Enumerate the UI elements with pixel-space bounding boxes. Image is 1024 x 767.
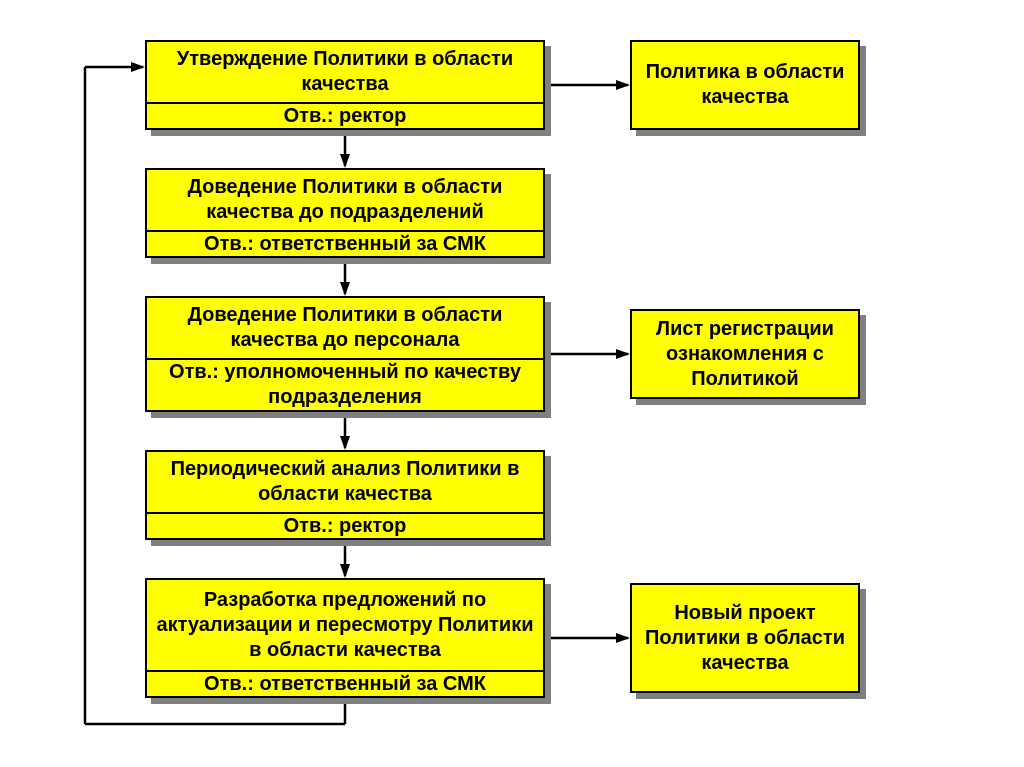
connectors-layer xyxy=(0,0,1024,767)
